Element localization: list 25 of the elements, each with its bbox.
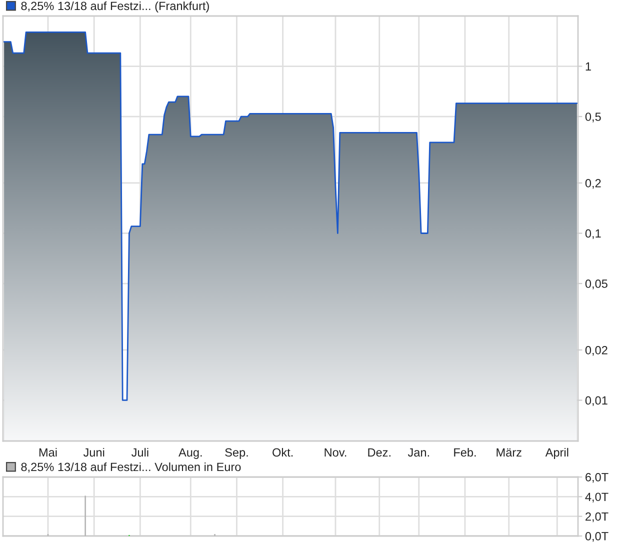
x-tick-label: Nov. [324,448,346,457]
y-tick-label: 0,2 [585,179,601,189]
y-tick-label: 0,02 [585,346,608,356]
y-tick-label: 1 [586,62,591,71]
y-tick-label: 2,0T [586,512,608,522]
x-tick-label: Dez. [368,448,390,457]
legend-label: 8,25% 13/18 auf Festzi... (Frankfurt) [21,1,209,12]
y-tick-label: 0,01 [585,396,608,406]
y-tick-label: 0,05 [585,280,608,290]
x-tick-label: Sep. [225,448,248,459]
y-tick-label: 0,5 [585,112,601,122]
y-tick-label: 0,0T [585,532,608,542]
legend-label: 8,25% 13/18 auf Festzi... Volumen in Euro [21,462,241,473]
x-tick-label: Aug. [178,448,202,459]
x-tick-label: Mai [39,448,57,457]
x-tick-label: Juli [131,448,148,457]
x-tick-label: Feb. [454,448,476,457]
x-tick-label: Juni [83,448,104,457]
x-tick-label: März [496,448,522,457]
x-tick-label: April [545,448,568,459]
y-tick-label: 6,0T [586,473,608,483]
x-tick-label: Jan. [408,448,429,457]
x-tick-label: Okt. [272,448,293,457]
y-tick-label: 4,0T [585,492,608,502]
y-tick-label: 0,1 [585,229,601,240]
